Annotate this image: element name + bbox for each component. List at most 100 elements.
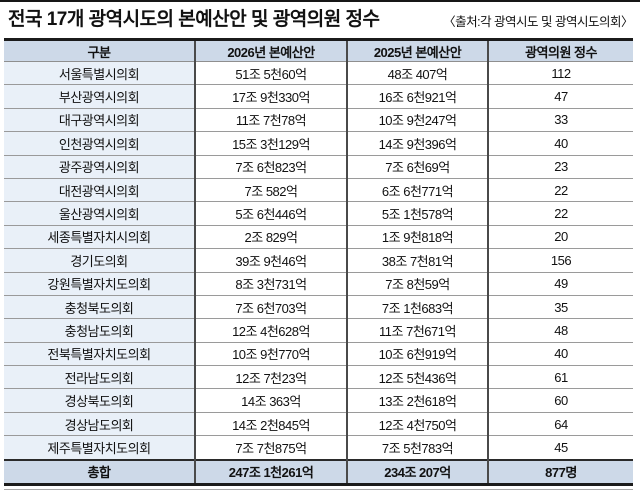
- value-cell: 5조 1천578억: [346, 201, 488, 226]
- value-cell: 10조 9천770억: [194, 342, 347, 367]
- table-row: 대구광역시의회 11조 7천78억 10조 9천247억 33: [4, 108, 633, 133]
- value-cell: 6조 6천771억: [346, 178, 488, 203]
- table-row: 대전광역시의회 7조 582억 6조 6천771억 22: [4, 178, 633, 203]
- header-row: 구분 2026년 본예산안 2025년 본예산안 광역의원 정수: [4, 38, 633, 62]
- council-name-cell: 부산광역시의회: [4, 84, 195, 109]
- value-cell: 156: [487, 248, 633, 273]
- total-seats-cell: 877명: [487, 458, 633, 487]
- value-cell: 16조 6천921억: [346, 84, 488, 109]
- table-row: 경기도의회 39조 9천46억 38조 7천81억 156: [4, 248, 633, 273]
- value-cell: 11조 7천78억: [194, 108, 347, 133]
- table-row: 경상북도의회 14조 363억 13조 2천618억 60: [4, 388, 633, 413]
- value-cell: 12조 4천628억: [194, 318, 347, 343]
- table-row: 충청북도의회 7조 6천703억 7조 1천683억 35: [4, 295, 633, 320]
- value-cell: 22: [487, 201, 633, 226]
- value-cell: 45: [487, 435, 633, 461]
- table-row: 경상남도의회 14조 2천845억 12조 4천750억 64: [4, 412, 633, 437]
- value-cell: 48조 407억: [346, 61, 488, 86]
- value-cell: 14조 9천396억: [346, 131, 488, 156]
- value-cell: 15조 3천129억: [194, 131, 347, 156]
- table-row: 울산광역시의회 5조 6천446억 5조 1천578억 22: [4, 201, 633, 226]
- value-cell: 40: [487, 342, 633, 367]
- value-cell: 40: [487, 131, 633, 156]
- value-cell: 10조 6천919억: [346, 342, 488, 367]
- value-cell: 14조 363억: [194, 388, 347, 413]
- source-credit: 〈출처:각 광역시도 및 광역시도의회〉: [443, 15, 633, 29]
- council-name-cell: 전북특별자치도의회: [4, 342, 195, 367]
- table-row: 충청남도의회 12조 4천628억 11조 7천671억 48: [4, 318, 633, 343]
- value-cell: 20: [487, 225, 633, 250]
- value-cell: 7조 7천875억: [194, 435, 347, 461]
- council-name-cell: 경상남도의회: [4, 412, 195, 437]
- value-cell: 7조 1천683억: [346, 295, 488, 320]
- value-cell: 2조 829억: [194, 225, 347, 250]
- value-cell: 17조 9천330억: [194, 84, 347, 109]
- value-cell: 38조 7천81억: [346, 248, 488, 273]
- column-header-budget-2025: 2025년 본예산안: [346, 38, 488, 62]
- table-row: 제주특별자치도의회 7조 7천875억 7조 5천783억 45: [4, 435, 633, 461]
- council-name-cell: 인천광역시의회: [4, 131, 195, 156]
- value-cell: 7조 6천69억: [346, 155, 488, 179]
- value-cell: 64: [487, 412, 633, 437]
- value-cell: 10조 9천247억: [346, 108, 488, 133]
- column-header-seats: 광역의원 정수: [487, 38, 633, 62]
- value-cell: 7조 8천59억: [346, 272, 488, 296]
- table-header: 구분 2026년 본예산안 2025년 본예산안 광역의원 정수: [4, 38, 633, 62]
- council-name-cell: 서울특별시의회: [4, 61, 195, 86]
- council-name-cell: 강원특별자치도의회: [4, 272, 195, 296]
- value-cell: 51조 5천60억: [194, 61, 347, 86]
- table-row: 부산광역시의회 17조 9천330억 16조 6천921억 47: [4, 84, 633, 109]
- value-cell: 33: [487, 108, 633, 133]
- value-cell: 7조 6천703억: [194, 295, 347, 320]
- value-cell: 48: [487, 318, 633, 343]
- table-row: 세종특별자치시의회 2조 829억 1조 9천818억 20: [4, 225, 633, 250]
- value-cell: 23: [487, 155, 633, 179]
- table-row: 전북특별자치도의회 10조 9천770억 10조 6천919억 40: [4, 342, 633, 367]
- council-name-cell: 울산광역시의회: [4, 201, 195, 226]
- table-row: 인천광역시의회 15조 3천129억 14조 9천396억 40: [4, 131, 633, 156]
- table-row: 전라남도의회 12조 7천23억 12조 5천436억 61: [4, 365, 633, 390]
- total-row: 총합 247조 1천261억 234조 207억 877명: [4, 458, 633, 487]
- council-name-cell: 대전광역시의회: [4, 178, 195, 203]
- value-cell: 12조 4천750억: [346, 412, 488, 437]
- value-cell: 7조 582억: [194, 178, 347, 203]
- value-cell: 22: [487, 178, 633, 203]
- value-cell: 47: [487, 84, 633, 109]
- page-title: 전국 17개 광역시도의 본예산안 및 광역의원 정수: [8, 9, 380, 30]
- table-row: 강원특별자치도의회 8조 3천731억 7조 8천59억 49: [4, 272, 633, 296]
- total-label-cell: 총합: [4, 458, 195, 487]
- value-cell: 5조 6천446억: [194, 201, 347, 226]
- value-cell: 39조 9천46억: [194, 248, 347, 273]
- value-cell: 1조 9천818억: [346, 225, 488, 250]
- value-cell: 8조 3천731억: [194, 272, 347, 296]
- top-rule: [0, 0, 640, 2]
- value-cell: 61: [487, 365, 633, 390]
- table-body: 서울특별시의회 51조 5천60억 48조 407억 112 부산광역시의회 17조 9천…: [4, 61, 633, 461]
- council-name-cell: 경기도의회: [4, 248, 195, 273]
- council-name-cell: 충청북도의회: [4, 295, 195, 320]
- council-name-cell: 세종특별자치시의회: [4, 225, 195, 250]
- value-cell: 14조 2천845억: [194, 412, 347, 437]
- value-cell: 13조 2천618억: [346, 388, 488, 413]
- council-name-cell: 제주특별자치도의회: [4, 435, 195, 461]
- value-cell: 11조 7천671억: [346, 318, 488, 343]
- council-name-cell: 충청남도의회: [4, 318, 195, 343]
- council-name-cell: 전라남도의회: [4, 365, 195, 390]
- table-footer: 총합 247조 1천261억 234조 207억 877명: [4, 458, 633, 487]
- value-cell: 35: [487, 295, 633, 320]
- table-row: 광주광역시의회 7조 6천823억 7조 6천69억 23: [4, 155, 633, 179]
- value-cell: 60: [487, 388, 633, 413]
- header-bar: 전국 17개 광역시도의 본예산안 및 광역의원 정수 〈출처:각 광역시도 및…: [0, 2, 640, 38]
- value-cell: 7조 5천783억: [346, 435, 488, 461]
- council-name-cell: 경상북도의회: [4, 388, 195, 413]
- column-header-budget-2026: 2026년 본예산안: [194, 38, 347, 62]
- value-cell: 12조 7천23억: [194, 365, 347, 390]
- total-budget-2025-cell: 234조 207억: [346, 458, 488, 487]
- table-row: 서울특별시의회 51조 5천60억 48조 407억 112: [4, 61, 633, 86]
- council-name-cell: 광주광역시의회: [4, 155, 195, 179]
- value-cell: 12조 5천436억: [346, 365, 488, 390]
- value-cell: 112: [487, 61, 633, 86]
- bottom-rule: [4, 489, 633, 491]
- budget-table: 구분 2026년 본예산안 2025년 본예산안 광역의원 정수 서울특별시의회…: [4, 38, 633, 487]
